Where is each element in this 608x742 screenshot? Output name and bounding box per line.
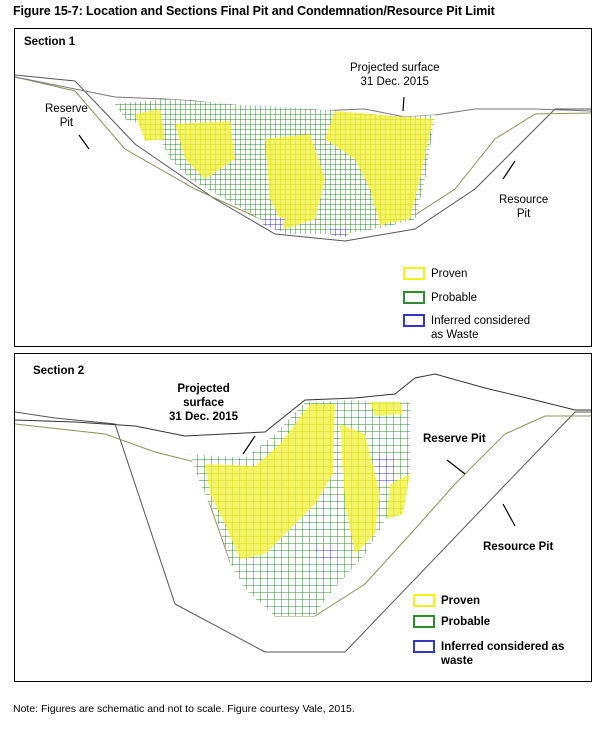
- reserve-pit-label: Reserve Pit: [45, 103, 88, 129]
- resource-pit-label: Resource Pit: [483, 541, 554, 553]
- reserve-pit-arrow: [446, 459, 466, 475]
- legend-proven: Proven: [403, 267, 467, 281]
- resource-pit-arrow: [502, 160, 516, 180]
- section-1-panel: Section 1 Reserve Pit Projected surface …: [14, 28, 592, 347]
- resource-pit-line: [15, 411, 591, 653]
- projected-surface-label: Projected surface 31 Dec. 2015: [169, 383, 239, 423]
- section-2-diagram: [15, 373, 591, 653]
- resource-pit-arrow: [502, 503, 516, 527]
- proven-blocks: [265, 134, 325, 229]
- probable-swatch: [403, 291, 425, 304]
- inferred-blocks: [315, 544, 335, 559]
- section-2-title: Section 2: [33, 365, 85, 377]
- inferred-blocks: [375, 454, 395, 484]
- figure-note: Note: Figures are schematic and not to s…: [13, 703, 355, 715]
- projected-surface-arrow: [242, 435, 256, 455]
- legend-probable: Probable: [403, 291, 477, 305]
- legend-label: Probable: [431, 292, 478, 304]
- legend-proven: Proven: [413, 594, 480, 608]
- legend-inferred: Inferred considered as Waste: [403, 314, 530, 342]
- legend-label: Inferred considered as Waste: [431, 315, 531, 341]
- proven-swatch: [403, 267, 425, 280]
- resource-pit-line: [15, 74, 591, 242]
- projected-surface-arrow: [402, 96, 405, 112]
- proven-swatch: [413, 594, 435, 607]
- topography-line: [15, 373, 591, 437]
- proven-blocks: [370, 402, 403, 416]
- legend-probable: Probable: [413, 615, 490, 629]
- inferred-blocks: [330, 229, 350, 237]
- resource-pit-label: Resource Pit: [499, 194, 549, 220]
- section-1-diagram: [15, 74, 591, 242]
- proven-blocks: [135, 109, 165, 141]
- projected-surface-label: Projected surface 31 Dec. 2015: [350, 62, 440, 88]
- inferred-swatch: [413, 640, 435, 653]
- proven-blocks: [325, 111, 433, 225]
- proven-blocks: [340, 424, 380, 554]
- legend-label: Proven: [441, 595, 480, 607]
- proven-blocks: [387, 474, 410, 519]
- reserve-pit-label: Reserve Pit: [423, 433, 486, 445]
- projected-surface-line: [15, 76, 591, 118]
- section-2-panel: Section 2 Projected surface 31 Dec. 2015…: [14, 353, 592, 682]
- probable-swatch: [413, 615, 435, 628]
- section-1-title: Section 1: [24, 36, 76, 48]
- legend-label: Inferred considered as waste: [441, 641, 565, 667]
- figure-title: Figure 15-7: Location and Sections Final…: [13, 4, 495, 18]
- legend-inferred: Inferred considered as waste: [413, 640, 564, 668]
- inferred-blocks: [263, 214, 285, 231]
- legend-label: Proven: [431, 268, 468, 280]
- reserve-pit-arrow: [78, 134, 90, 150]
- inferred-swatch: [403, 314, 425, 327]
- legend-label: Probable: [441, 616, 491, 628]
- proven-blocks: [205, 404, 335, 559]
- proven-blocks: [175, 121, 235, 179]
